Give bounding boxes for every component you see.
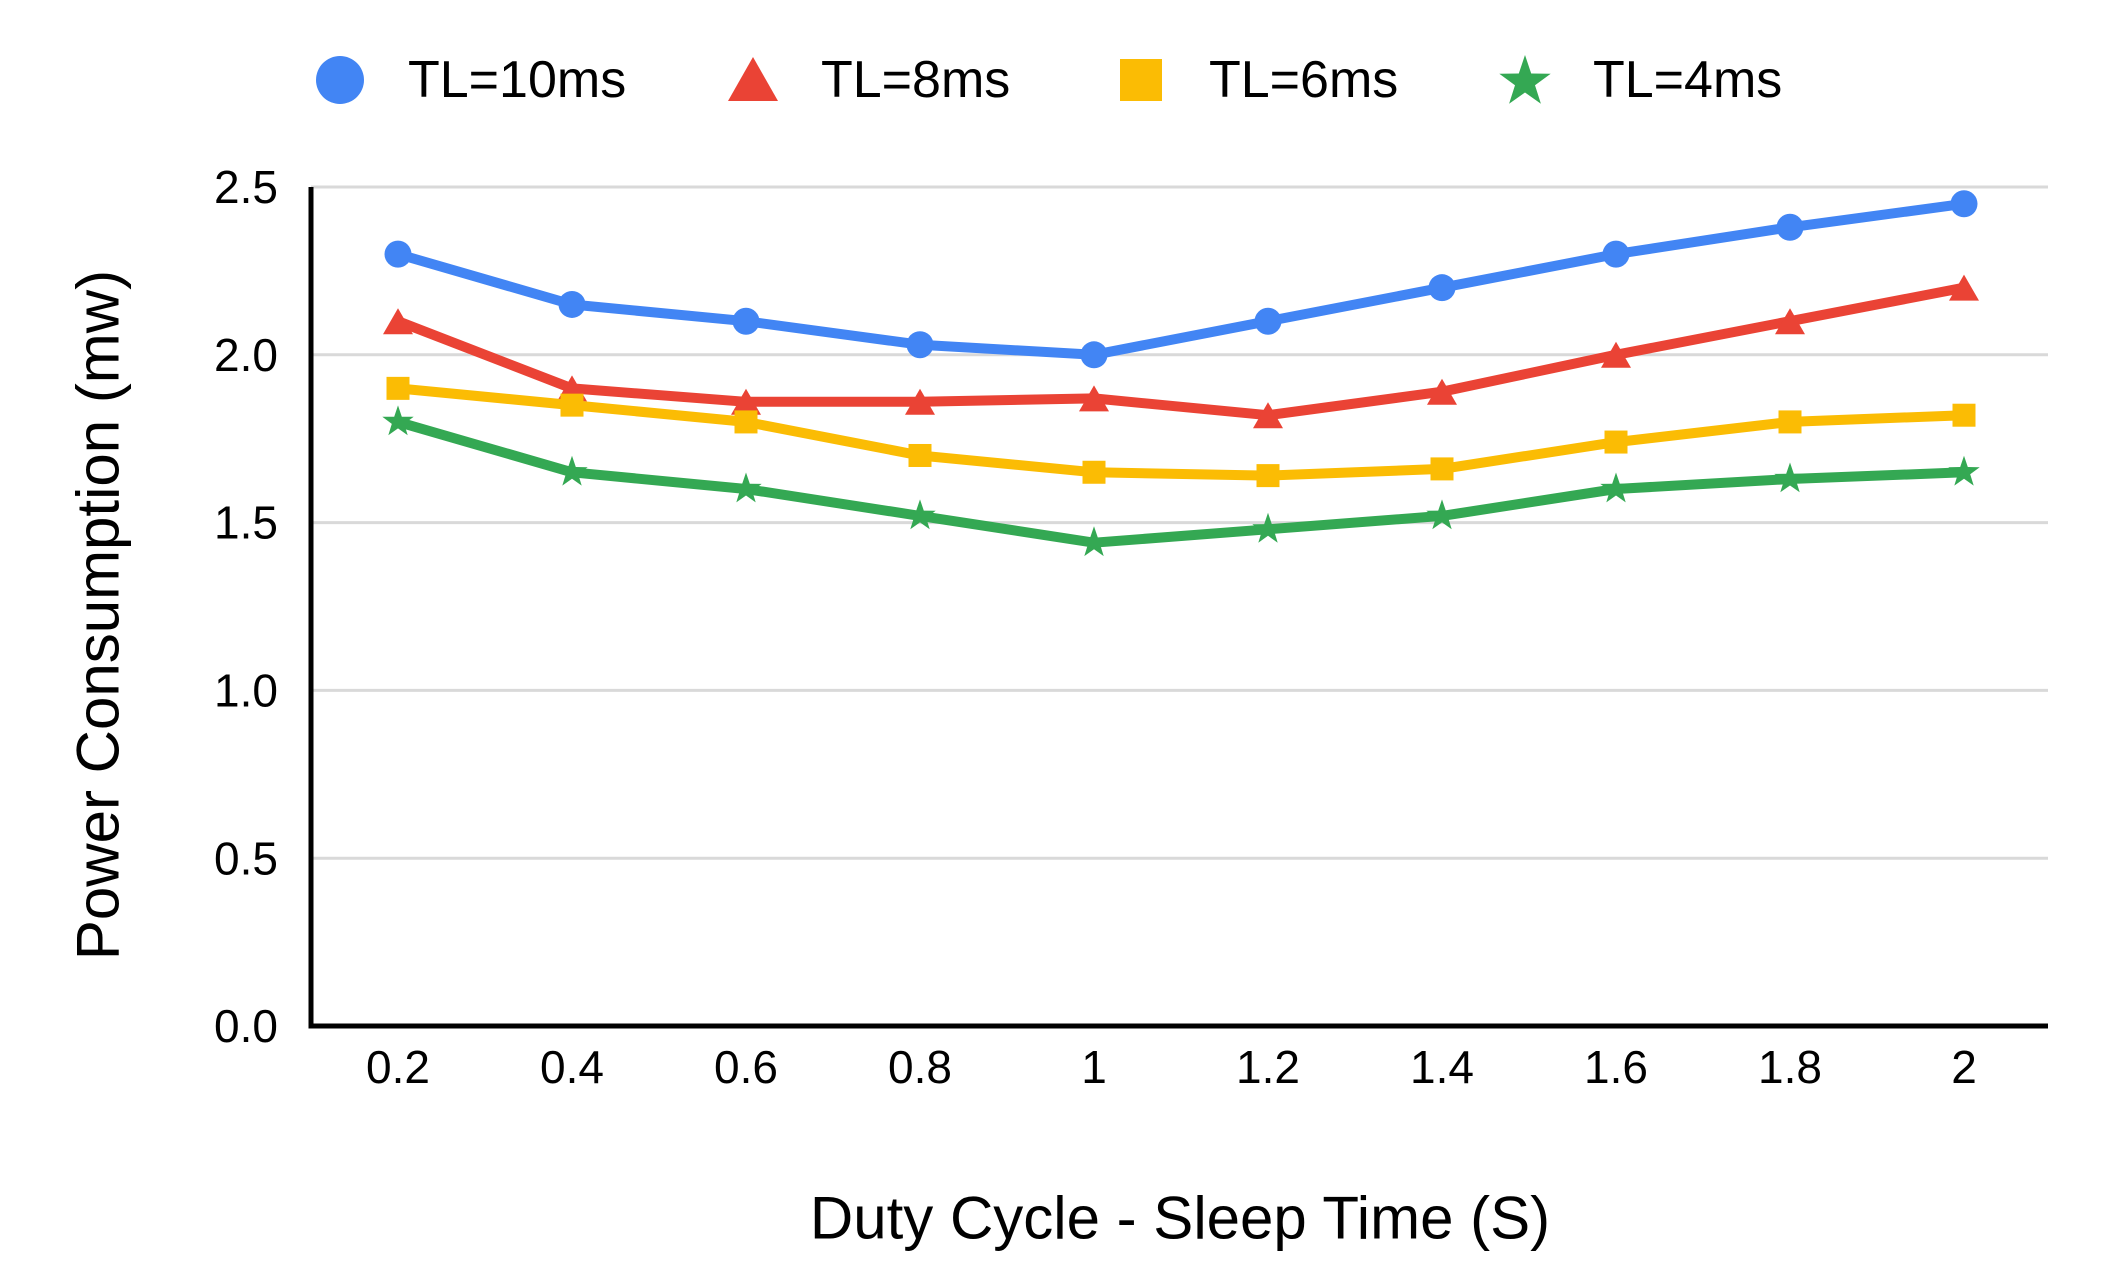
- data-point-marker-tl-4ms: [1774, 462, 1806, 493]
- data-point-marker-tl-10ms: [1428, 274, 1456, 302]
- legend-item-tl-6ms: TL=6ms: [1111, 32, 1398, 128]
- y-tick-label: 2.0: [214, 329, 278, 381]
- series-line-tl-4ms: [393, 416, 1969, 548]
- data-point-marker-tl-6ms: [1430, 457, 1454, 481]
- data-point-marker-tl-6ms: [734, 410, 758, 434]
- data-point-marker-tl-8ms: [383, 308, 413, 335]
- x-tick-label: 1: [1081, 1041, 1107, 1093]
- legend-label: TL=6ms: [1209, 51, 1399, 109]
- x-tick-label: 0.2: [366, 1041, 430, 1093]
- series-line-tl-10ms: [393, 198, 1969, 360]
- y-tick-label: 1.0: [214, 665, 278, 717]
- series-line-tl-8ms: [393, 282, 1969, 421]
- data-point-marker-tl-6ms: [1604, 430, 1628, 454]
- data-point-marker-tl-8ms: [1427, 378, 1457, 405]
- star-marker-icon: [1499, 55, 1551, 104]
- triangle-marker-icon: [728, 57, 778, 101]
- x-tick-label: 1.4: [1410, 1041, 1474, 1093]
- y-tick-label: 2.5: [214, 161, 278, 213]
- data-point-marker-tl-6ms: [1952, 403, 1976, 427]
- data-point-marker-tl-6ms: [1778, 410, 1802, 434]
- x-tick-label: 1.6: [1584, 1041, 1648, 1093]
- data-point-marker-tl-6ms: [560, 393, 584, 417]
- data-point-marker-tl-8ms: [1601, 341, 1631, 368]
- data-point-marker-tl-10ms: [1080, 341, 1108, 369]
- data-point-marker-tl-8ms: [905, 388, 935, 415]
- data-point-marker-tl-10ms: [558, 290, 586, 318]
- legend-item-tl-10ms: TL=10ms: [310, 32, 626, 128]
- data-point-marker-tl-8ms: [1949, 274, 1979, 301]
- data-point-marker-tl-10ms: [1776, 213, 1804, 241]
- y-tick-label: 1.5: [214, 497, 278, 549]
- data-point-marker-tl-6ms: [1256, 464, 1280, 488]
- data-point-marker-tl-4ms: [382, 405, 414, 436]
- x-tick-label: 1.2: [1236, 1041, 1300, 1093]
- data-point-marker-tl-10ms: [1950, 190, 1978, 218]
- data-point-marker-tl-8ms: [1775, 308, 1805, 335]
- data-point-marker-tl-6ms: [908, 443, 932, 467]
- x-tick-label: 1.8: [1758, 1041, 1822, 1093]
- series-line-tl-6ms: [393, 383, 1969, 481]
- x-tick-label: 2: [1951, 1041, 1977, 1093]
- data-point-marker-tl-4ms: [730, 472, 762, 503]
- data-point-marker-tl-8ms: [731, 388, 761, 415]
- data-point-marker-tl-4ms: [1600, 472, 1632, 503]
- data-point-marker-tl-4ms: [1252, 512, 1284, 543]
- data-point-marker-tl-10ms: [384, 240, 412, 268]
- data-point-marker-tl-10ms: [732, 307, 760, 335]
- x-tick-label: 0.8: [888, 1041, 952, 1093]
- data-point-marker-tl-6ms: [1082, 460, 1106, 484]
- y-tick-label: 0.5: [214, 832, 278, 884]
- legend-item-tl-4ms: TL=4ms: [1495, 32, 1782, 128]
- data-point-marker-tl-8ms: [1079, 385, 1109, 412]
- data-point-marker-tl-10ms: [1254, 307, 1282, 335]
- data-point-marker-tl-4ms: [904, 499, 936, 530]
- y-axis-title: Power Consumption (mw): [64, 269, 132, 961]
- data-point-marker-tl-10ms: [906, 331, 934, 359]
- data-point-marker-tl-4ms: [1426, 499, 1458, 530]
- legend-item-tl-8ms: TL=8ms: [723, 32, 1010, 128]
- data-point-marker-tl-8ms: [1253, 402, 1283, 429]
- legend-label: TL=10ms: [408, 51, 627, 109]
- data-point-marker-tl-10ms: [1602, 240, 1630, 268]
- data-point-marker-tl-6ms: [386, 376, 410, 400]
- circle-marker-icon: [316, 56, 364, 104]
- square-marker-icon: [1120, 59, 1162, 101]
- legend-label: TL=8ms: [821, 51, 1011, 109]
- data-point-marker-tl-4ms: [556, 455, 588, 486]
- y-tick-label: 0.0: [214, 1000, 278, 1052]
- x-tick-label: 0.6: [714, 1041, 778, 1093]
- data-point-marker-tl-4ms: [1948, 455, 1980, 486]
- data-point-marker-tl-4ms: [1078, 526, 1110, 557]
- legend-label: TL=4ms: [1593, 51, 1783, 109]
- x-tick-label: 0.4: [540, 1041, 604, 1093]
- x-axis-title: Duty Cycle - Sleep Time (S): [809, 1184, 1551, 1252]
